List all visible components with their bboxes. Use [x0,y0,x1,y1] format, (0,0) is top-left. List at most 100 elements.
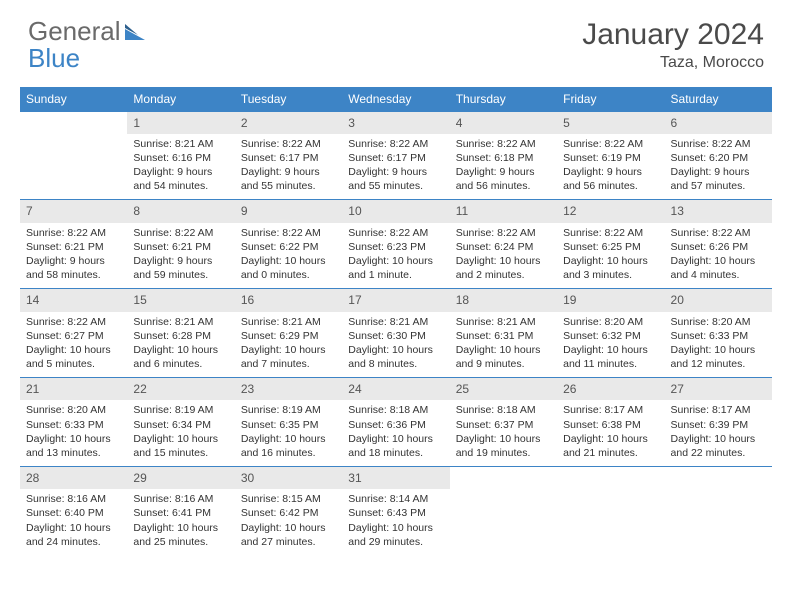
day-number: 13 [665,200,772,222]
sunrise-text: Sunrise: 8:19 AM [241,403,336,417]
calendar-cell: 26Sunrise: 8:17 AMSunset: 6:38 PMDayligh… [557,378,664,467]
calendar-table: SundayMondayTuesdayWednesdayThursdayFrid… [20,87,772,555]
sunset-text: Sunset: 6:16 PM [133,151,228,165]
daylight-text: Daylight: 10 hours and 0 minutes. [241,254,336,282]
day-body: Sunrise: 8:18 AMSunset: 6:36 PMDaylight:… [342,400,449,466]
sunset-text: Sunset: 6:23 PM [348,240,443,254]
day-number: 30 [235,467,342,489]
day-body: Sunrise: 8:17 AMSunset: 6:39 PMDaylight:… [665,400,772,466]
sunset-text: Sunset: 6:21 PM [26,240,121,254]
day-number: 2 [235,112,342,134]
calendar-cell: 11Sunrise: 8:22 AMSunset: 6:24 PMDayligh… [450,200,557,289]
sunset-text: Sunset: 6:33 PM [26,418,121,432]
day-body: Sunrise: 8:22 AMSunset: 6:24 PMDaylight:… [450,223,557,289]
day-number: 26 [557,378,664,400]
day-number: 28 [20,467,127,489]
day-number: 1 [127,112,234,134]
day-body: Sunrise: 8:22 AMSunset: 6:17 PMDaylight:… [342,134,449,200]
daylight-text: Daylight: 9 hours and 57 minutes. [671,165,766,193]
sunset-text: Sunset: 6:34 PM [133,418,228,432]
calendar-row: 28Sunrise: 8:16 AMSunset: 6:40 PMDayligh… [20,467,772,555]
sunrise-text: Sunrise: 8:21 AM [456,315,551,329]
sunset-text: Sunset: 6:25 PM [563,240,658,254]
day-body: Sunrise: 8:22 AMSunset: 6:22 PMDaylight:… [235,223,342,289]
sunrise-text: Sunrise: 8:20 AM [26,403,121,417]
logo-text-2: Blue [28,43,80,73]
daylight-text: Daylight: 10 hours and 18 minutes. [348,432,443,460]
sunset-text: Sunset: 6:38 PM [563,418,658,432]
calendar-cell: 20 Sunrise: 8:20 AMSunset: 6:33 PMDayligh… [665,289,772,378]
sunrise-text: Sunrise: 8:14 AM [348,492,443,506]
day-number: 16 [235,289,342,311]
calendar-cell: 1Sunrise: 8:21 AMSunset: 6:16 PMDaylight… [127,111,234,200]
sunset-text: Sunset: 6:36 PM [348,418,443,432]
sunrise-text: Sunrise: 8:22 AM [671,226,766,240]
sunset-text: Sunset: 6:19 PM [563,151,658,165]
sunrise-text: Sunrise: 8:22 AM [671,137,766,151]
daylight-text: Daylight: 10 hours and 27 minutes. [241,521,336,549]
day-body: Sunrise: 8:15 AMSunset: 6:42 PMDaylight:… [235,489,342,555]
sunrise-text: Sunrise: 8:17 AM [563,403,658,417]
sunset-text: Sunset: 6:40 PM [26,506,121,520]
sunset-text: Sunset: 6:41 PM [133,506,228,520]
day-number: 3 [342,112,449,134]
weekday-header: Tuesday [235,87,342,112]
calendar-cell: 12Sunrise: 8:22 AMSunset: 6:25 PMDayligh… [557,200,664,289]
day-number: 21 [20,378,127,400]
daylight-text: Daylight: 10 hours and 12 minutes. [671,343,766,371]
sunset-text: Sunset: 6:32 PM [563,329,658,343]
calendar-row: 1Sunrise: 8:21 AMSunset: 6:16 PMDaylight… [20,111,772,200]
day-body: Sunrise: 8:16 AMSunset: 6:40 PMDaylight:… [20,489,127,555]
sunrise-text: Sunrise: 8:22 AM [456,226,551,240]
daylight-text: Daylight: 10 hours and 13 minutes. [26,432,121,460]
daylight-text: Daylight: 9 hours and 56 minutes. [456,165,551,193]
sunrise-text: Sunrise: 8:17 AM [671,403,766,417]
flag-icon [125,18,147,45]
day-number: 20 [665,289,772,311]
calendar-cell: 28Sunrise: 8:16 AMSunset: 6:40 PMDayligh… [20,467,127,555]
daylight-text: Daylight: 9 hours and 55 minutes. [241,165,336,193]
calendar-cell: 2Sunrise: 8:22 AMSunset: 6:17 PMDaylight… [235,111,342,200]
logo: GeneralBlue [28,18,147,73]
sunset-text: Sunset: 6:28 PM [133,329,228,343]
sunrise-text: Sunrise: 8:22 AM [563,137,658,151]
sunset-text: Sunset: 6:27 PM [26,329,121,343]
daylight-text: Daylight: 9 hours and 59 minutes. [133,254,228,282]
sunset-text: Sunset: 6:18 PM [456,151,551,165]
sunset-text: Sunset: 6:37 PM [456,418,551,432]
day-number: 18 [450,289,557,311]
sunrise-text: Sunrise: 8:20 AM [671,315,766,329]
sunset-text: Sunset: 6:33 PM [671,329,766,343]
day-body: Sunrise: 8:17 AMSunset: 6:38 PMDaylight:… [557,400,664,466]
day-body: Sunrise: 8:19 AMSunset: 6:34 PMDaylight:… [127,400,234,466]
sunset-text: Sunset: 6:26 PM [671,240,766,254]
sunrise-text: Sunrise: 8:18 AM [456,403,551,417]
sunset-text: Sunset: 6:21 PM [133,240,228,254]
sunrise-text: Sunrise: 8:20 AM [563,315,658,329]
day-body: Sunrise: 8:14 AMSunset: 6:43 PMDaylight:… [342,489,449,555]
daylight-text: Daylight: 10 hours and 9 minutes. [456,343,551,371]
daylight-text: Daylight: 10 hours and 4 minutes. [671,254,766,282]
calendar-cell: 6Sunrise: 8:22 AMSunset: 6:20 PMDaylight… [665,111,772,200]
calendar-cell: 3Sunrise: 8:22 AMSunset: 6:17 PMDaylight… [342,111,449,200]
day-number: 24 [342,378,449,400]
calendar-body: 1Sunrise: 8:21 AMSunset: 6:16 PMDaylight… [20,111,772,555]
day-number: 27 [665,378,772,400]
sunrise-text: Sunrise: 8:22 AM [133,226,228,240]
sunrise-text: Sunrise: 8:21 AM [348,315,443,329]
day-number: 19 [557,289,664,311]
daylight-text: Daylight: 9 hours and 54 minutes. [133,165,228,193]
sunrise-text: Sunrise: 8:22 AM [456,137,551,151]
calendar-cell: 23Sunrise: 8:19 AMSunset: 6:35 PMDayligh… [235,378,342,467]
daylight-text: Daylight: 10 hours and 1 minute. [348,254,443,282]
sunrise-text: Sunrise: 8:22 AM [241,226,336,240]
daylight-text: Daylight: 10 hours and 24 minutes. [26,521,121,549]
sunrise-text: Sunrise: 8:22 AM [348,137,443,151]
daylight-text: Daylight: 9 hours and 58 minutes. [26,254,121,282]
day-number: 10 [342,200,449,222]
day-number: 14 [20,289,127,311]
daylight-text: Daylight: 10 hours and 16 minutes. [241,432,336,460]
calendar-cell: 5Sunrise: 8:22 AMSunset: 6:19 PMDaylight… [557,111,664,200]
daylight-text: Daylight: 10 hours and 8 minutes. [348,343,443,371]
month-title: January 2024 [582,18,764,52]
